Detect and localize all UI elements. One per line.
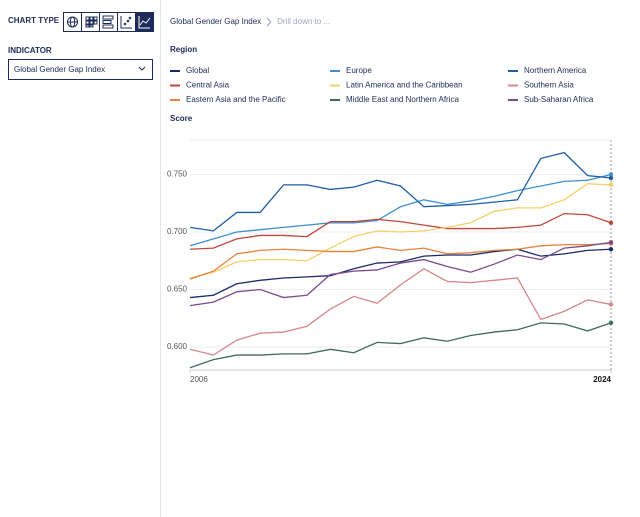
bar-button[interactable] bbox=[102, 15, 114, 29]
series-line bbox=[189, 241, 612, 307]
y-tick-label: 0.600 bbox=[167, 342, 188, 351]
series-line bbox=[189, 151, 612, 232]
indicator-label: INDICATOR bbox=[8, 46, 52, 55]
x-tick-label: 2024 bbox=[593, 375, 611, 384]
y-tick-label: 0.750 bbox=[167, 170, 188, 179]
end-point bbox=[608, 172, 614, 177]
end-point bbox=[608, 182, 614, 188]
end-point bbox=[608, 247, 614, 252]
end-point bbox=[608, 302, 614, 307]
y-tick-label: 0.650 bbox=[167, 285, 188, 294]
legend-label: Eastern Asia and the Pacific bbox=[186, 95, 286, 104]
legend-label: Central Asia bbox=[186, 81, 230, 90]
y-tick-label: 0.700 bbox=[167, 227, 188, 236]
chart-type-buttons bbox=[63, 12, 154, 32]
end-point bbox=[608, 240, 614, 245]
series-line bbox=[189, 212, 612, 250]
legend-label: Southern Asia bbox=[524, 81, 574, 90]
x-tick-label: 2006 bbox=[190, 375, 208, 384]
breadcrumb-separator bbox=[266, 17, 272, 27]
scatter-button[interactable] bbox=[120, 16, 132, 29]
dropdown-chevron bbox=[138, 66, 146, 71]
chart-type-label: CHART TYPE bbox=[8, 16, 60, 25]
end-point bbox=[608, 175, 614, 181]
indicator-dropdown[interactable] bbox=[8, 59, 153, 80]
legend-label: Global bbox=[186, 66, 209, 75]
legend-label: Latin America and the Caribbean bbox=[346, 81, 463, 90]
legend-label: Europe bbox=[346, 66, 372, 75]
legend-title: Region bbox=[170, 45, 197, 54]
series-line bbox=[189, 268, 612, 356]
series-line bbox=[189, 322, 612, 369]
legend-label: Sub-Saharan Africa bbox=[524, 95, 594, 104]
indicator-value: Global Gender Gap Index bbox=[14, 65, 105, 74]
legend-label: Middle East and Northern Africa bbox=[346, 95, 459, 104]
legend-label: Northern America bbox=[524, 66, 587, 75]
grid-button[interactable] bbox=[85, 16, 98, 28]
breadcrumb: Drill down to ... bbox=[277, 17, 330, 26]
end-point bbox=[608, 220, 614, 225]
end-point bbox=[608, 320, 614, 326]
y-axis-label: Score bbox=[170, 114, 193, 123]
series-line bbox=[189, 173, 612, 247]
page-title: Global Gender Gap Index bbox=[170, 17, 261, 26]
series-line bbox=[189, 242, 612, 280]
series-line bbox=[189, 183, 612, 279]
series-line bbox=[189, 248, 612, 299]
map-button[interactable] bbox=[67, 16, 78, 28]
